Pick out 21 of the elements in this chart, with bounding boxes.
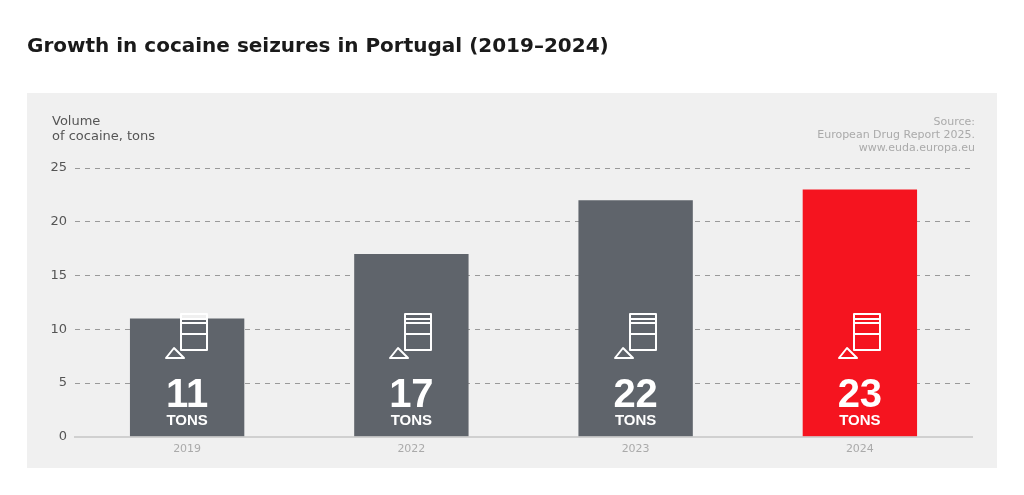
y-axis-title: Volume of cocaine, tons (52, 113, 156, 143)
bar (354, 254, 469, 437)
data-label: 17 TONS (389, 370, 434, 428)
bar (578, 200, 693, 437)
data-label: 23 TONS (837, 370, 883, 428)
x-tick-label: 2023 (621, 442, 650, 456)
y-tick-label: 10 (50, 320, 67, 336)
x-tick-label: 2024 (845, 442, 874, 456)
source-note: Source: European Drug Report 2025. www.euda.europa.eu (817, 115, 975, 154)
bar (129, 318, 245, 437)
chart-title: Growth in cocaine seizures in Portugal (2019–2024) (27, 33, 609, 57)
x-tick-label: 2019 (173, 442, 202, 456)
y-tick-label: 20 (50, 213, 67, 229)
y-tick-label: 0 (58, 428, 67, 444)
y-tick-label: 15 (50, 266, 67, 282)
x-tick-label: 2022 (397, 442, 426, 456)
y-tick-label: 5 (58, 374, 67, 390)
data-label: 22 TONS (613, 370, 658, 428)
y-tick-label: 25 (50, 159, 67, 175)
bar (802, 189, 918, 437)
data-label: 11 TONS (165, 370, 209, 428)
